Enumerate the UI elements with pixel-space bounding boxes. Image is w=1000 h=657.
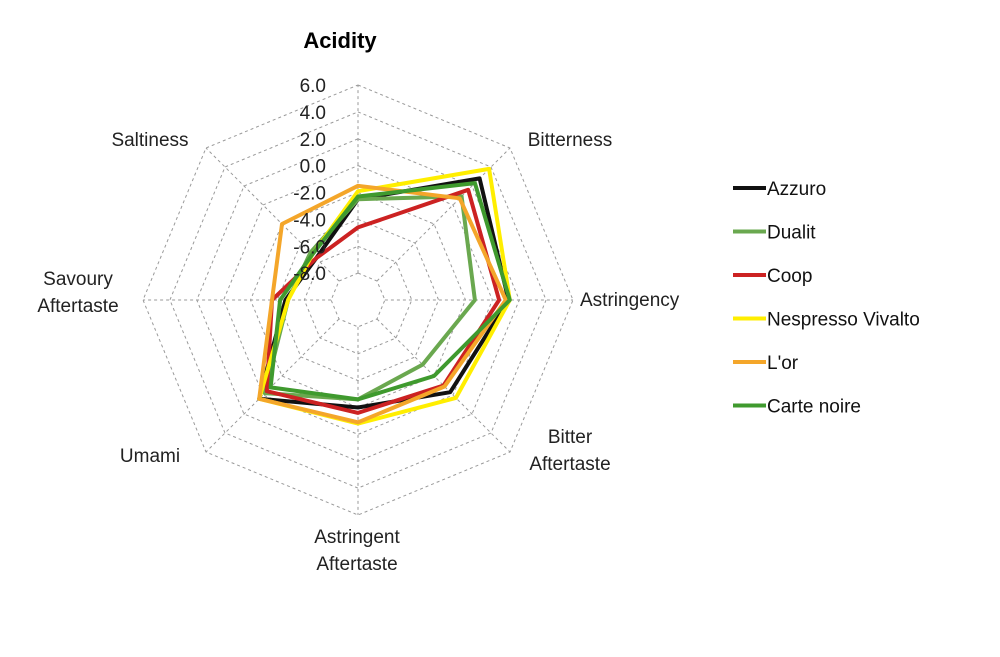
legend-label: Carte noire	[767, 397, 861, 418]
tick-label: -6.0	[293, 237, 326, 258]
legend-label: Nespresso Vivalto	[767, 310, 920, 331]
tick-label: -4.0	[293, 210, 326, 231]
axis-label: Astringency	[580, 290, 680, 311]
series-line	[257, 176, 511, 410]
tick-label: 0.0	[300, 157, 326, 178]
grid-ring	[223, 165, 493, 435]
tick-label: 6.0	[300, 76, 326, 97]
series-line	[257, 183, 508, 425]
series-layer	[257, 166, 512, 426]
tick-label: -8.0	[293, 264, 326, 285]
series-line	[268, 181, 512, 402]
tick-label: -2.0	[293, 184, 326, 205]
grid-ring	[249, 191, 467, 409]
grid-ring	[276, 218, 440, 382]
legend: Azzuro Dualit Coop Nespresso Vivalto L'or Car…	[733, 179, 920, 418]
axis-spoke	[205, 318, 340, 453]
axis-spoke	[376, 318, 511, 453]
axis-label: Umami	[120, 446, 180, 467]
tick-label: 4.0	[300, 103, 326, 124]
legend-label: Azzuro	[767, 179, 826, 200]
axis-label: Saltiness	[111, 130, 188, 151]
axis-labels: Acidity Bitterness Astringency Bitter Aftert…	[37, 28, 679, 575]
legend-label: Dualit	[767, 223, 816, 244]
axis-label: Bitter Aftertaste	[529, 427, 610, 475]
axis-label: Bitterness	[528, 130, 612, 151]
axis-label: Acidity	[303, 28, 377, 53]
axis-label: Savoury Aftertaste	[37, 269, 118, 317]
tick-label: 2.0	[300, 130, 326, 151]
tick-labels: -8.0 -6.0 -4.0 -2.0 0.0 2.0 4.0 6.0	[293, 76, 326, 285]
legend-label: L'or	[767, 353, 799, 374]
legend-label: Coop	[767, 266, 812, 287]
axis-label: Astringent Aftertaste	[314, 527, 400, 575]
grid-ring	[330, 272, 386, 328]
